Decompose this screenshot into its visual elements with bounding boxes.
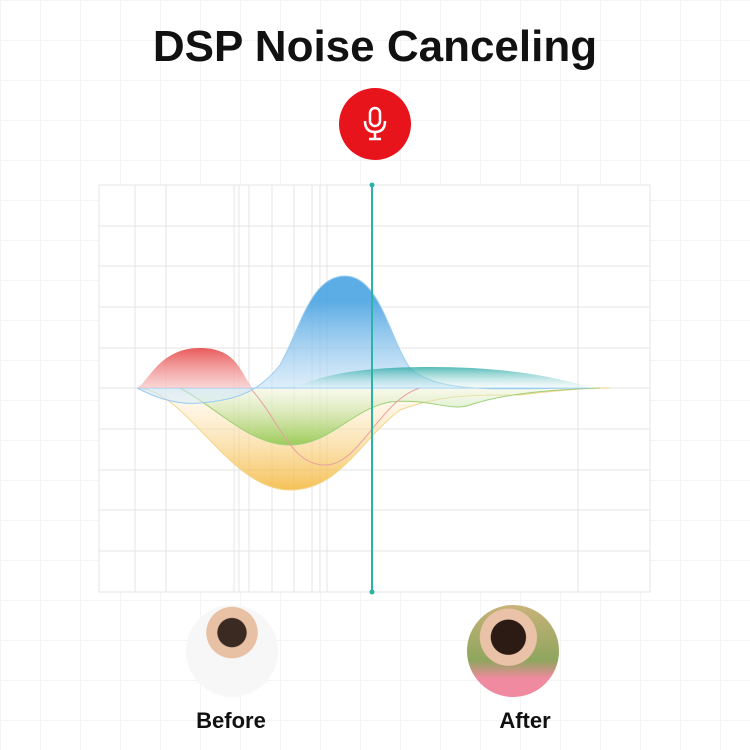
before-photo [186,605,278,697]
after-photo [467,605,559,697]
divider-top-handle [369,182,375,188]
green-wave [179,387,601,446]
after-label: After [499,708,551,733]
red-outline-wave [249,387,421,466]
page-title: DSP Noise Canceling [152,22,598,71]
divider-bottom-handle [369,589,375,595]
before-label: Before [196,708,266,733]
microphone-badge [339,88,411,160]
teal-wave [295,367,593,388]
red-wave [137,348,252,388]
microphone-icon [363,106,387,141]
